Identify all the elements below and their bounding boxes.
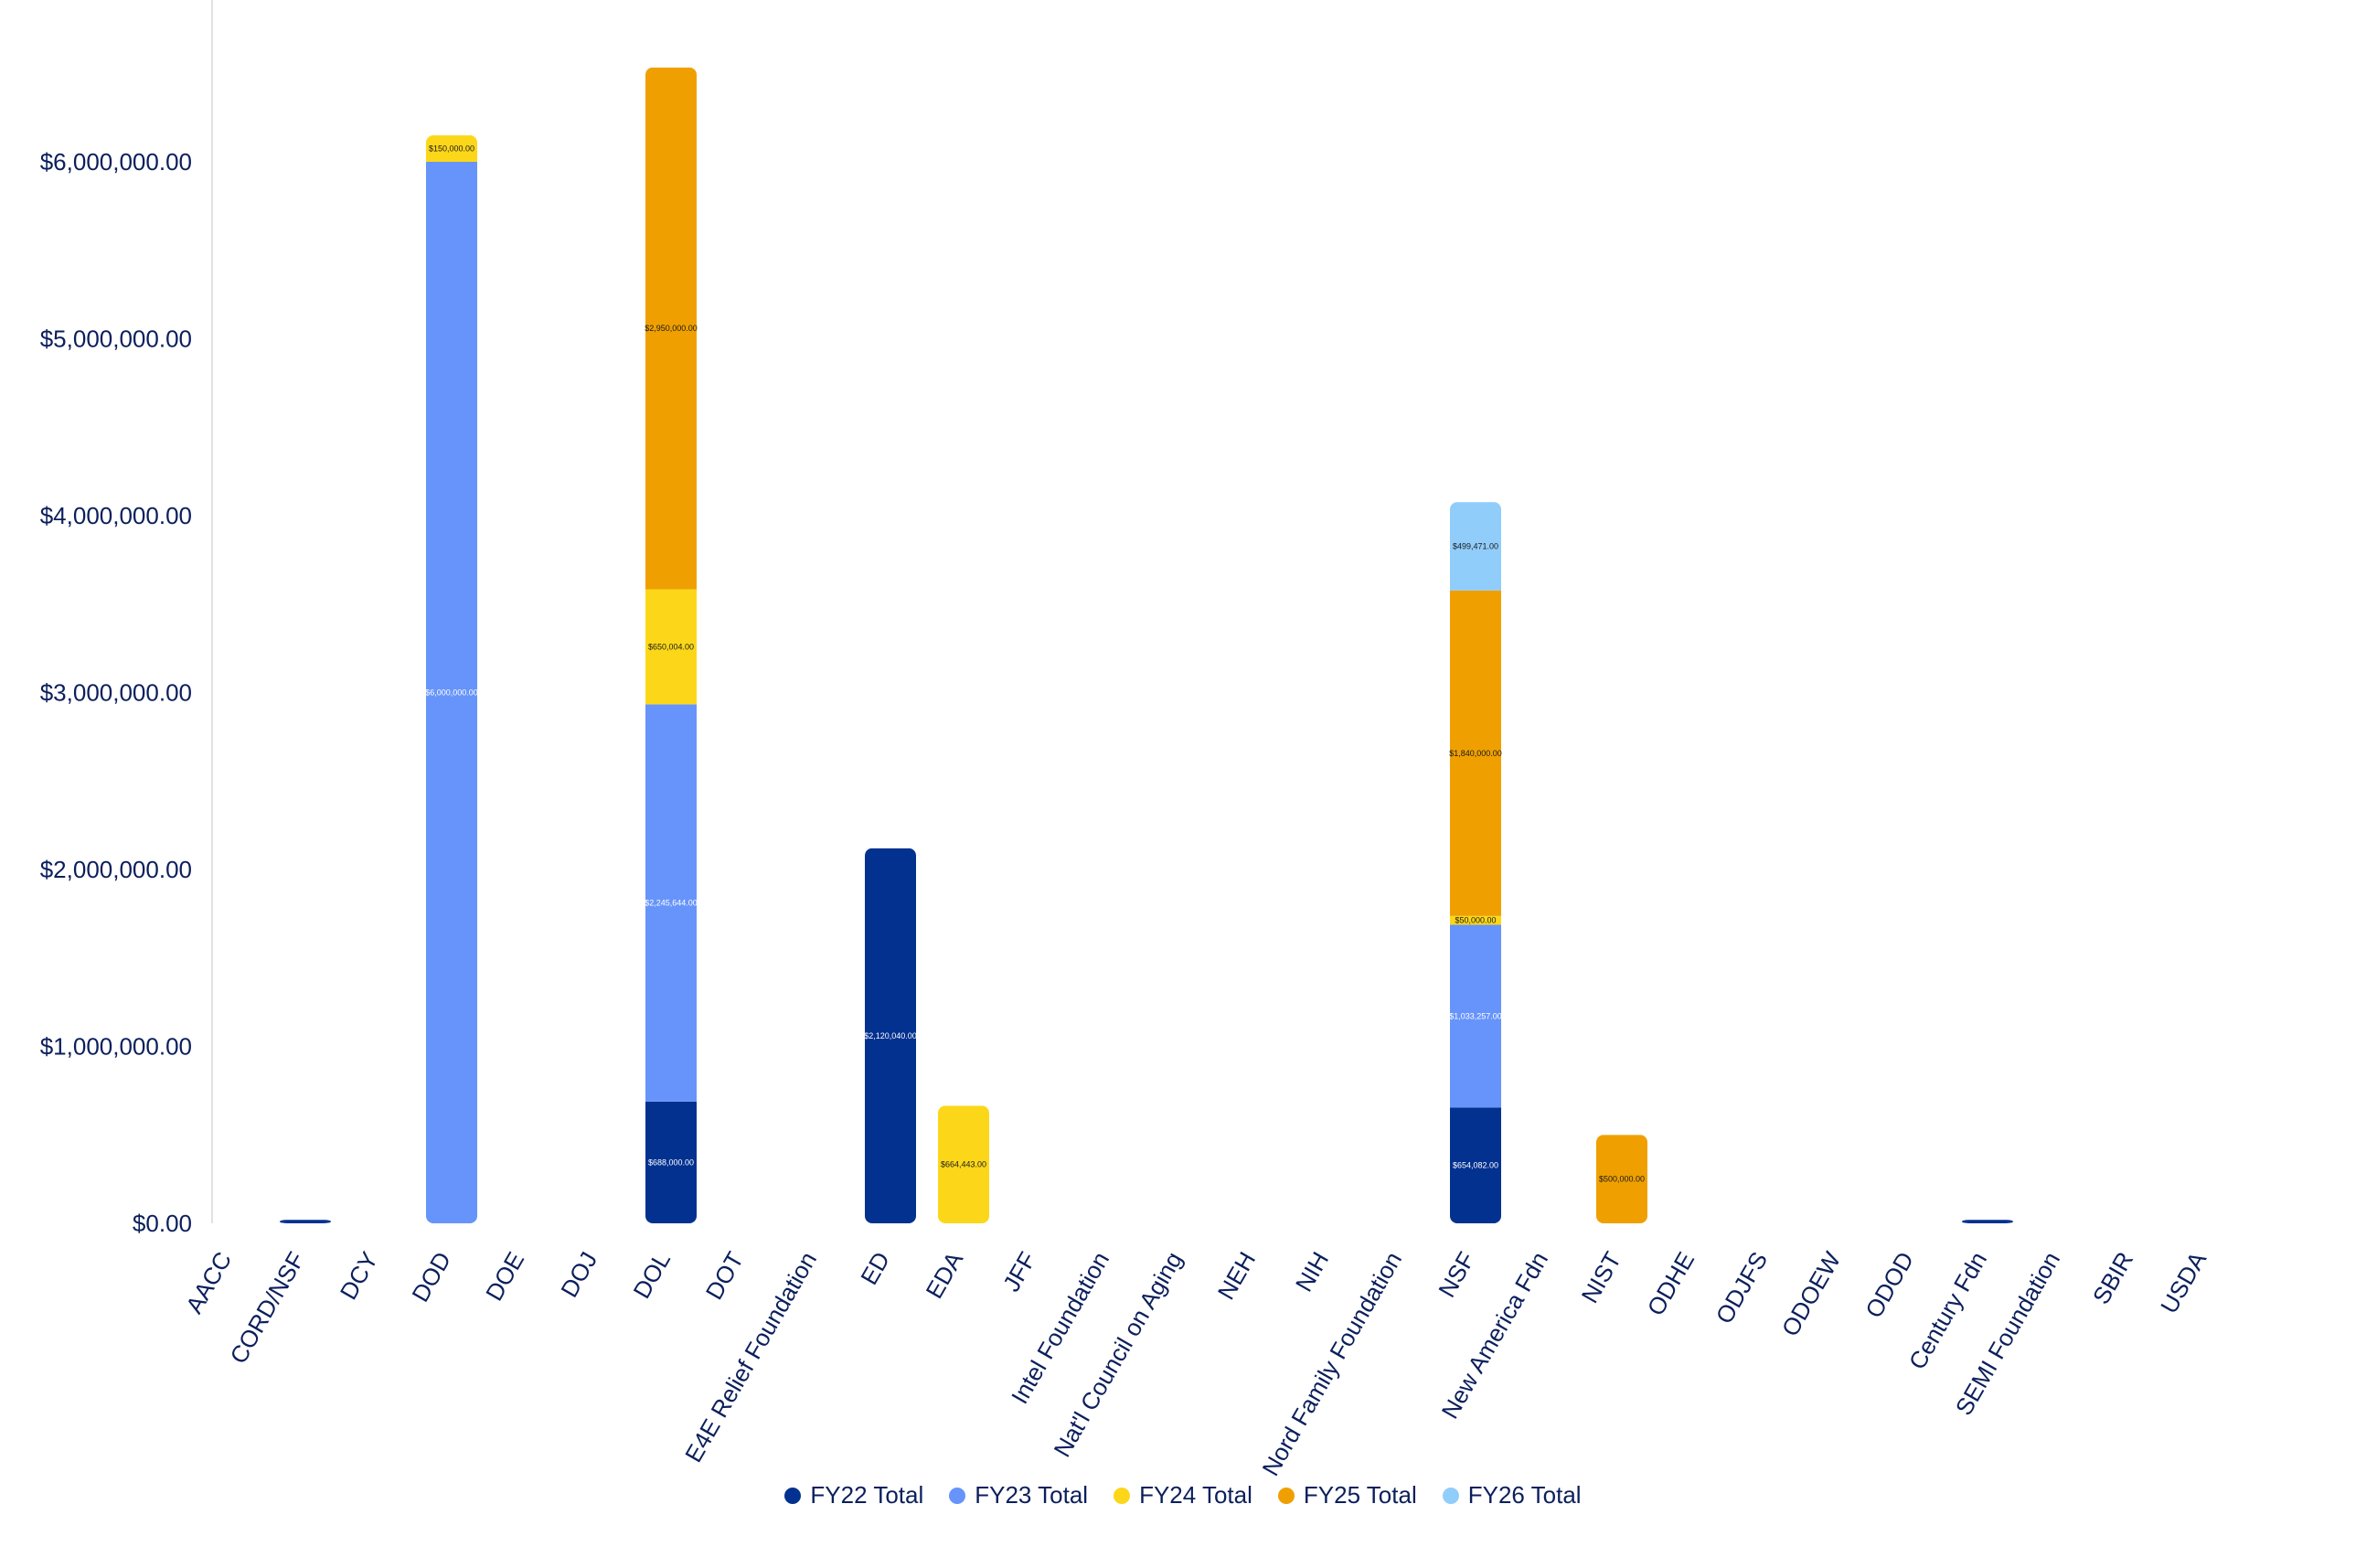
bar-segment[interactable] bbox=[1450, 590, 1501, 916]
x-tick-label: ODOD bbox=[1860, 1247, 1919, 1323]
x-tick-label: NSF bbox=[1433, 1247, 1480, 1302]
y-tick-label: $3,000,000.00 bbox=[40, 679, 192, 707]
bar-stack bbox=[865, 848, 916, 1223]
legend-swatch bbox=[949, 1487, 966, 1504]
segment-value-label: $1,840,000.00 bbox=[1449, 749, 1502, 758]
y-axis-ticks: $0.00 $1,000,000.00 $2,000,000.00 $3,000,00… bbox=[40, 148, 192, 1237]
legend-swatch bbox=[784, 1487, 802, 1504]
segment-value-label: $664,443.00 bbox=[941, 1160, 986, 1169]
bar-segment[interactable] bbox=[426, 134, 477, 162]
bar-segment[interactable] bbox=[1450, 915, 1501, 925]
y-tick-label: $2,000,000.00 bbox=[40, 856, 192, 883]
x-tick-label: Nord Family Foundation bbox=[1256, 1247, 1407, 1480]
bar-segment[interactable] bbox=[938, 1105, 989, 1223]
bar-segment[interactable] bbox=[1450, 502, 1501, 591]
segment-value-label: $500,000.00 bbox=[1599, 1175, 1645, 1184]
x-tick-label: NIH bbox=[1290, 1247, 1334, 1296]
legend-item[interactable]: FY22 Total bbox=[784, 1481, 923, 1509]
legend-item[interactable]: FY25 Total bbox=[1277, 1481, 1417, 1509]
x-tick-label: AACC bbox=[180, 1247, 237, 1318]
x-tick-label: ODJFS bbox=[1711, 1247, 1774, 1328]
bar-segment[interactable] bbox=[865, 848, 916, 1223]
x-tick-label: DOD bbox=[406, 1247, 456, 1307]
legend-label: FY23 Total bbox=[975, 1481, 1089, 1509]
segment-value-label: $2,120,040.00 bbox=[864, 1031, 917, 1040]
y-tick-label: $4,000,000.00 bbox=[40, 502, 192, 529]
bar-stack bbox=[938, 1105, 989, 1223]
legend-item[interactable]: FY23 Total bbox=[949, 1481, 1088, 1509]
bar-segment[interactable] bbox=[645, 67, 697, 590]
legend-swatch bbox=[1114, 1487, 1131, 1504]
bar-stack bbox=[1596, 1135, 1647, 1223]
segment-value-label: $2,950,000.00 bbox=[645, 324, 698, 333]
x-tick-label: E4E Relief Foundation bbox=[679, 1247, 822, 1467]
bar-stack bbox=[280, 1220, 331, 1223]
legend: FY22 Total FY23 Total FY24 Total FY25 Total… bbox=[0, 1481, 2366, 1509]
bar-segment[interactable] bbox=[1596, 1135, 1647, 1223]
segment-labels: $6,000,000.00 $150,000.00 $688,000.00 $2,24… bbox=[425, 144, 1645, 1183]
legend-label: FY25 Total bbox=[1303, 1481, 1417, 1509]
x-tick-label: DOJ bbox=[555, 1247, 602, 1302]
legend-swatch bbox=[1277, 1487, 1295, 1504]
bar-stack bbox=[426, 134, 477, 1223]
bar-stack bbox=[1450, 502, 1501, 1223]
segment-value-label: $1,033,257.00 bbox=[1449, 1011, 1502, 1020]
x-tick-label: EDA bbox=[920, 1246, 968, 1303]
bar-segment[interactable] bbox=[645, 1101, 697, 1223]
segment-value-label: $499,471.00 bbox=[1453, 541, 1498, 550]
bar-segment[interactable] bbox=[1450, 1107, 1501, 1223]
legend-swatch bbox=[1442, 1487, 1459, 1504]
x-tick-label: ODOEW bbox=[1776, 1247, 1847, 1341]
legend-label: FY22 Total bbox=[810, 1481, 924, 1509]
x-tick-label: NIST bbox=[1576, 1247, 1627, 1307]
segment-value-label: $650,004.00 bbox=[648, 642, 694, 651]
x-tick-label: DOT bbox=[700, 1247, 749, 1305]
y-tick-label: $0.00 bbox=[133, 1210, 192, 1237]
x-tick-label: CORD/NSF bbox=[224, 1247, 310, 1369]
y-tick-label: $1,000,000.00 bbox=[40, 1033, 192, 1061]
x-tick-label: NEH bbox=[1212, 1247, 1261, 1305]
bar-segment[interactable] bbox=[1450, 924, 1501, 1108]
bar-segment[interactable] bbox=[645, 704, 697, 1102]
legend-item[interactable]: FY24 Total bbox=[1114, 1481, 1252, 1509]
x-tick-label: USDA bbox=[2155, 1246, 2211, 1317]
legend-item[interactable]: FY26 Total bbox=[1442, 1481, 1582, 1509]
x-tick-label: Nat'l Council on Aging bbox=[1048, 1247, 1188, 1462]
x-tick-label: DOL bbox=[627, 1247, 676, 1303]
x-tick-label: ODHE bbox=[1642, 1247, 1700, 1320]
legend-label: FY24 Total bbox=[1139, 1481, 1252, 1509]
x-tick-label: DOE bbox=[480, 1247, 529, 1306]
bar-segment[interactable] bbox=[426, 162, 477, 1223]
segment-value-label: $688,000.00 bbox=[648, 1157, 694, 1167]
x-tick-label: DCY bbox=[335, 1247, 383, 1305]
segment-value-label: $6,000,000.00 bbox=[425, 688, 478, 698]
x-tick-label: SBIR bbox=[2087, 1247, 2138, 1309]
bar-stack bbox=[645, 67, 697, 1223]
bar-segment[interactable] bbox=[645, 589, 697, 705]
segment-value-label: $150,000.00 bbox=[429, 144, 474, 153]
segment-value-label: $654,082.00 bbox=[1453, 1161, 1498, 1170]
segment-value-label: $2,245,644.00 bbox=[645, 899, 698, 908]
y-tick-label: $6,000,000.00 bbox=[40, 148, 192, 176]
bar-stack bbox=[1962, 1220, 2013, 1223]
legend-label: FY26 Total bbox=[1467, 1481, 1582, 1509]
y-tick-label: $5,000,000.00 bbox=[40, 325, 192, 353]
bars bbox=[280, 67, 2013, 1223]
bar-segment[interactable] bbox=[280, 1220, 331, 1223]
x-tick-label: ED bbox=[855, 1247, 895, 1289]
bar-segment[interactable] bbox=[1962, 1220, 2013, 1223]
segment-value-label: $50,000.00 bbox=[1455, 916, 1496, 925]
x-tick-label: JFF bbox=[997, 1247, 1041, 1296]
